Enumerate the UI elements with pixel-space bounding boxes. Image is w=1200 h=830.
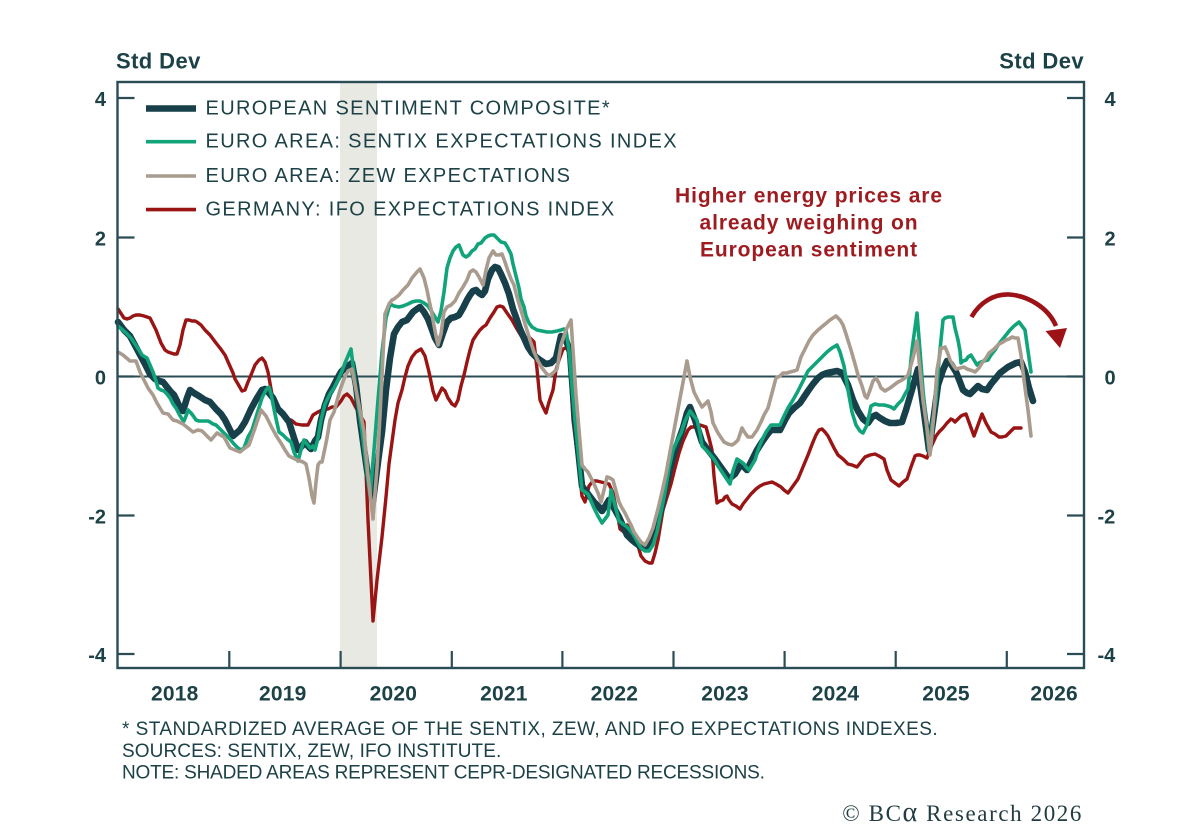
svg-text:4: 4	[1105, 89, 1117, 111]
svg-text:2019: 2019	[259, 683, 307, 706]
svg-text:-4: -4	[1098, 645, 1117, 667]
svg-text:NOTE: SHADED AREAS REPRESENT C: NOTE: SHADED AREAS REPRESENT CEPR-DESIGN…	[122, 763, 765, 784]
svg-text:-2: -2	[1098, 507, 1116, 529]
svg-text:European sentiment: European sentiment	[700, 239, 918, 262]
svg-text:2024: 2024	[812, 683, 860, 706]
svg-text:Std Dev: Std Dev	[999, 49, 1084, 74]
svg-text:-4: -4	[88, 645, 107, 667]
svg-text:EURO AREA: SENTIX EXPECTATIONS: EURO AREA: SENTIX EXPECTATIONS INDEX	[206, 131, 678, 153]
svg-text:2023: 2023	[701, 683, 749, 706]
svg-text:Higher energy prices are: Higher energy prices are	[675, 185, 943, 208]
svg-text:0: 0	[95, 368, 106, 390]
svg-text:EUROPEAN SENTIMENT COMPOSITE*: EUROPEAN SENTIMENT COMPOSITE*	[206, 97, 612, 119]
svg-text:Std Dev: Std Dev	[116, 49, 201, 74]
svg-text:2021: 2021	[480, 683, 528, 706]
svg-text:already weighing on: already weighing on	[700, 212, 919, 235]
svg-text:2022: 2022	[591, 683, 639, 706]
svg-text:2025: 2025	[922, 683, 970, 706]
svg-text:EURO AREA: ZEW EXPECTATIONS: EURO AREA: ZEW EXPECTATIONS	[206, 165, 572, 187]
svg-text:* STANDARDIZED AVERAGE OF THE: * STANDARDIZED AVERAGE OF THE SENTIX, ZE…	[122, 719, 938, 740]
svg-text:-2: -2	[88, 507, 106, 529]
svg-text:SOURCES: SENTIX, ZEW, IFO INST: SOURCES: SENTIX, ZEW, IFO INSTITUTE.	[122, 741, 501, 762]
svg-text:GERMANY: IFO EXPECTATIONS INDE: GERMANY: IFO EXPECTATIONS INDEX	[206, 199, 616, 221]
svg-text:2: 2	[1105, 229, 1116, 251]
svg-text:4: 4	[95, 89, 107, 111]
svg-text:2: 2	[95, 229, 106, 251]
svg-text:0: 0	[1105, 368, 1116, 390]
svg-text:© BCα Research 2026: © BCα Research 2026	[842, 797, 1083, 828]
svg-text:2018: 2018	[151, 683, 199, 706]
svg-text:2020: 2020	[370, 683, 418, 706]
svg-text:2026: 2026	[1030, 683, 1078, 706]
